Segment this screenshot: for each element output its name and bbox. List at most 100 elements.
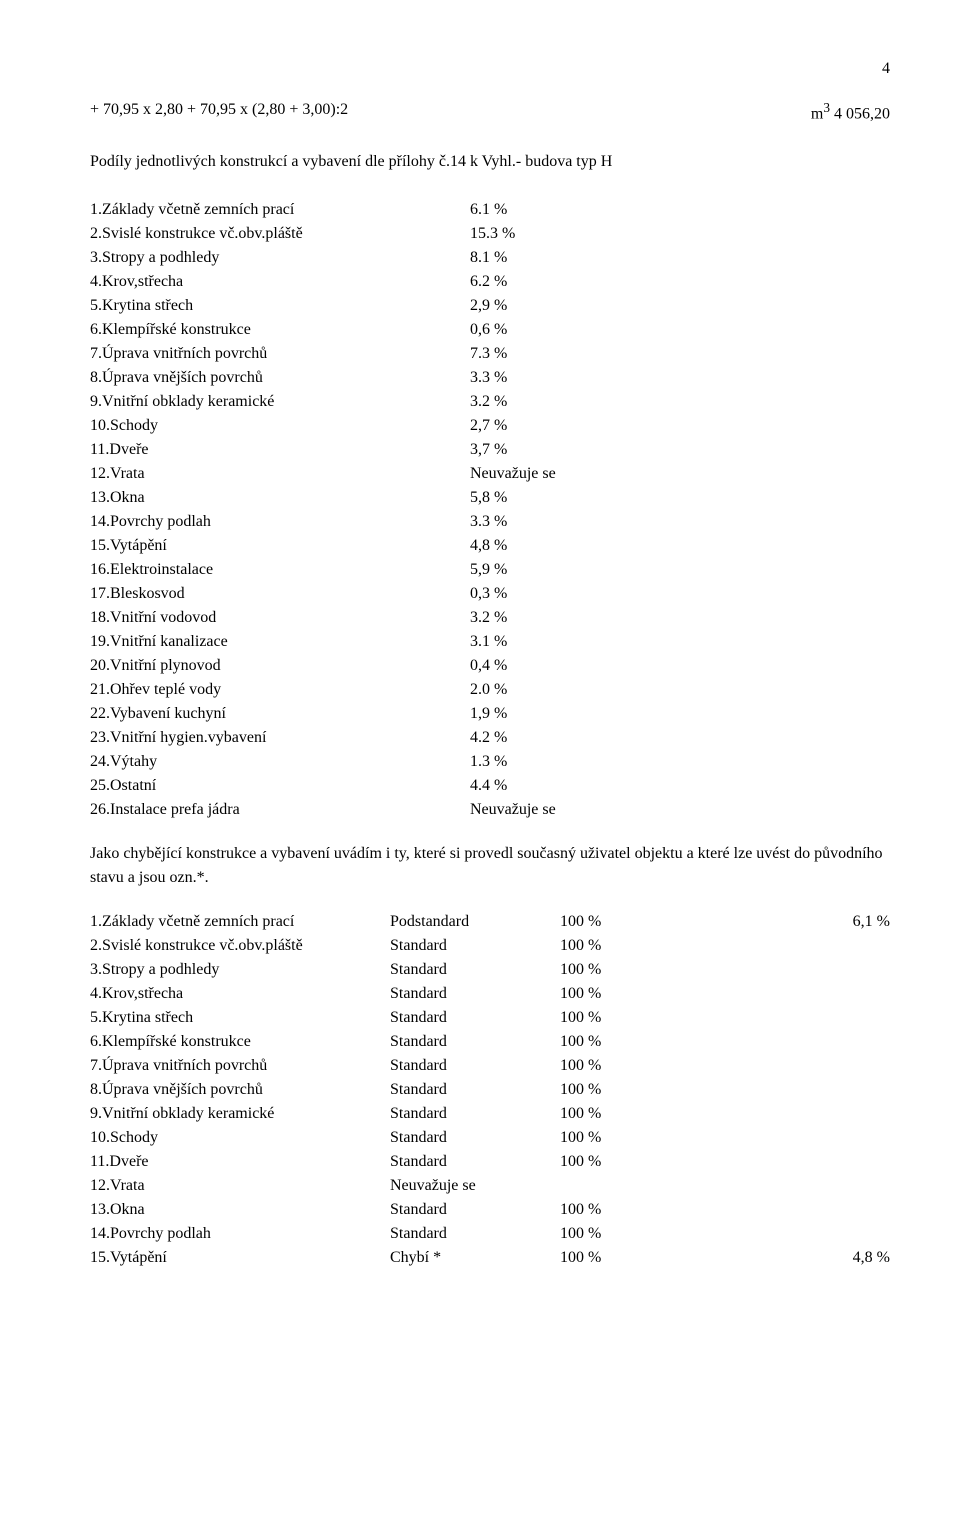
item-value: Neuvažuje se xyxy=(470,462,890,486)
item-value: 5,8 % xyxy=(470,486,890,510)
detail-label: 8.Úprava vnějších povrchů xyxy=(90,1078,390,1102)
detail-extra xyxy=(690,1102,890,1126)
detail-standard: Standard xyxy=(390,1006,560,1030)
detail-extra xyxy=(690,1174,890,1198)
item-value: 15.3 % xyxy=(470,222,890,246)
detail-label: 1.Základy včetně zemních prací xyxy=(90,910,390,934)
item-label: 1.Základy včetně zemních prací xyxy=(90,198,470,222)
item-value: 4.2 % xyxy=(470,726,890,750)
item-label: 19.Vnitřní kanalizace xyxy=(90,630,470,654)
item-label: 6.Klempířské konstrukce xyxy=(90,318,470,342)
item-value: 7.3 % xyxy=(470,342,890,366)
detail-percent: 100 % xyxy=(560,1030,690,1054)
item-value: Neuvažuje se xyxy=(470,798,890,822)
detail-label: 2.Svislé konstrukce vč.obv.pláště xyxy=(90,934,390,958)
item-value: 4,8 % xyxy=(470,534,890,558)
detail-standard: Standard xyxy=(390,1222,560,1246)
list-item: 20.Vnitřní plynovod0,4 % xyxy=(90,654,890,678)
item-value: 2.0 % xyxy=(470,678,890,702)
detail-extra: 6,1 % xyxy=(690,910,890,934)
detail-extra xyxy=(690,1006,890,1030)
detail-standard: Podstandard xyxy=(390,910,560,934)
detail-label: 3.Stropy a podhledy xyxy=(90,958,390,982)
list-item: 16.Elektroinstalace5,9 % xyxy=(90,558,890,582)
detail-row: 15.VytápěníChybí *100 %4,8 % xyxy=(90,1246,890,1270)
item-label: 9.Vnitřní obklady keramické xyxy=(90,390,470,414)
detail-standard: Standard xyxy=(390,1102,560,1126)
detail-row: 2.Svislé konstrukce vč.obv.pláštěStandar… xyxy=(90,934,890,958)
list-item: 8.Úprava vnějších povrchů3.3 % xyxy=(90,366,890,390)
detail-extra xyxy=(690,1030,890,1054)
item-label: 4.Krov,střecha xyxy=(90,270,470,294)
detail-row: 5.Krytina střechStandard100 % xyxy=(90,1006,890,1030)
detail-percent: 100 % xyxy=(560,1126,690,1150)
middle-paragraph: Jako chybějící konstrukce a vybavení uvá… xyxy=(90,842,890,890)
detail-row: 1.Základy včetně zemních pracíPodstandar… xyxy=(90,910,890,934)
detail-label: 13.Okna xyxy=(90,1198,390,1222)
detail-standard: Standard xyxy=(390,1030,560,1054)
detail-percent: 100 % xyxy=(560,1078,690,1102)
detail-standard: Standard xyxy=(390,1078,560,1102)
detail-label: 4.Krov,střecha xyxy=(90,982,390,1006)
detail-standard: Standard xyxy=(390,958,560,982)
detail-percent: 100 % xyxy=(560,958,690,982)
detail-label: 10.Schody xyxy=(90,1126,390,1150)
detail-label: 6.Klempířské konstrukce xyxy=(90,1030,390,1054)
detail-extra xyxy=(690,1078,890,1102)
item-value: 2,9 % xyxy=(470,294,890,318)
list-item: 7.Úprava vnitřních povrchů7.3 % xyxy=(90,342,890,366)
item-value: 2,7 % xyxy=(470,414,890,438)
detail-row: 6.Klempířské konstrukceStandard100 % xyxy=(90,1030,890,1054)
page-number: 4 xyxy=(90,60,890,78)
detail-label: 5.Krytina střech xyxy=(90,1006,390,1030)
item-value: 5,9 % xyxy=(470,558,890,582)
item-label: 14.Povrchy podlah xyxy=(90,510,470,534)
list-item: 13.Okna5,8 % xyxy=(90,486,890,510)
detail-extra xyxy=(690,1222,890,1246)
list-item: 24.Výtahy1.3 % xyxy=(90,750,890,774)
detail-standard: Standard xyxy=(390,1126,560,1150)
list-item: 4.Krov,střecha6.2 % xyxy=(90,270,890,294)
detail-row: 8.Úprava vnějších povrchůStandard100 % xyxy=(90,1078,890,1102)
list-item: 2.Svislé konstrukce vč.obv.pláště15.3 % xyxy=(90,222,890,246)
detail-label: 15.Vytápění xyxy=(90,1246,390,1270)
detail-row: 14.Povrchy podlahStandard100 % xyxy=(90,1222,890,1246)
item-label: 21.Ohřev teplé vody xyxy=(90,678,470,702)
item-value: 6.1 % xyxy=(470,198,890,222)
item-label: 12.Vrata xyxy=(90,462,470,486)
item-label: 11.Dveře xyxy=(90,438,470,462)
detail-row: 9.Vnitřní obklady keramickéStandard100 % xyxy=(90,1102,890,1126)
item-label: 15.Vytápění xyxy=(90,534,470,558)
detail-label: 11.Dveře xyxy=(90,1150,390,1174)
detail-percent: 100 % xyxy=(560,1102,690,1126)
detail-row: 10.SchodyStandard100 % xyxy=(90,1126,890,1150)
detail-row: 3.Stropy a podhledyStandard100 % xyxy=(90,958,890,982)
details-list: 1.Základy včetně zemních pracíPodstandar… xyxy=(90,910,890,1270)
item-value: 3.2 % xyxy=(470,390,890,414)
list-item: 18.Vnitřní vodovod3.2 % xyxy=(90,606,890,630)
item-label: 26.Instalace prefa jádra xyxy=(90,798,470,822)
spacer xyxy=(90,174,890,198)
item-label: 18.Vnitřní vodovod xyxy=(90,606,470,630)
item-value: 1,9 % xyxy=(470,702,890,726)
detail-label: 9.Vnitřní obklady keramické xyxy=(90,1102,390,1126)
list-item: 5.Krytina střech2,9 % xyxy=(90,294,890,318)
detail-row: 4.Krov,střechaStandard100 % xyxy=(90,982,890,1006)
item-label: 25.Ostatní xyxy=(90,774,470,798)
list-item: 15.Vytápění4,8 % xyxy=(90,534,890,558)
spacer xyxy=(90,126,890,150)
detail-percent: 100 % xyxy=(560,1222,690,1246)
item-label: 8.Úprava vnějších povrchů xyxy=(90,366,470,390)
items-list: 1.Základy včetně zemních prací6.1 %2.Svi… xyxy=(90,198,890,822)
detail-standard: Standard xyxy=(390,1198,560,1222)
detail-percent: 100 % xyxy=(560,1054,690,1078)
list-item: 12.VrataNeuvažuje se xyxy=(90,462,890,486)
calc-exp: 3 xyxy=(823,100,830,115)
item-label: 23.Vnitřní hygien.vybavení xyxy=(90,726,470,750)
item-value: 6.2 % xyxy=(470,270,890,294)
list-item: 26.Instalace prefa jádraNeuvažuje se xyxy=(90,798,890,822)
item-label: 5.Krytina střech xyxy=(90,294,470,318)
list-item: 17.Bleskosvod0,3 % xyxy=(90,582,890,606)
list-item: 23.Vnitřní hygien.vybavení4.2 % xyxy=(90,726,890,750)
detail-extra xyxy=(690,1150,890,1174)
